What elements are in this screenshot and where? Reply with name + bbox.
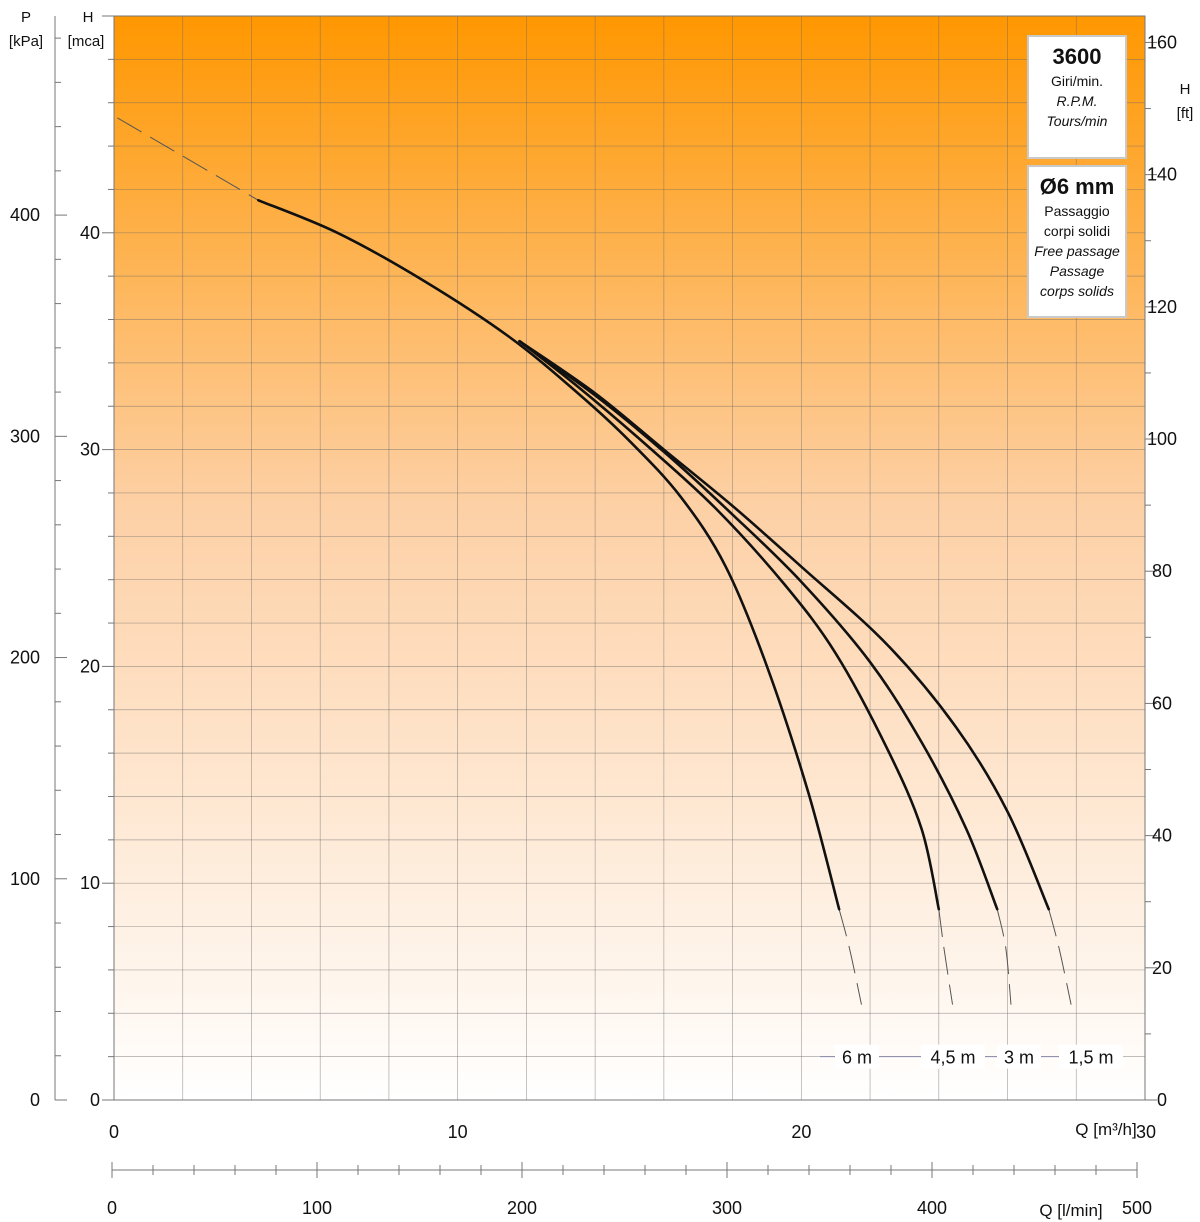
curves: [117, 117, 1122, 1058]
x-tick-label: 30: [1136, 1122, 1156, 1142]
passage-line-2: corpi solidi: [1043, 223, 1111, 239]
series-label-bg: [997, 1044, 1041, 1069]
x-tick-label: 0: [109, 1122, 119, 1142]
ft-tick-label: 0: [1157, 1090, 1167, 1110]
ft-tick-label: 160: [1147, 32, 1177, 52]
curve-extension-dashed: [117, 117, 259, 201]
mca-tick-label: 20: [80, 656, 100, 676]
mca-tick-label: 30: [80, 440, 100, 460]
ft-axis-unit: [ft]: [1177, 105, 1194, 122]
passage-info-box: Ø6 mm Passaggio corpi solidi Free passag…: [1027, 165, 1127, 318]
lmin-tick-label: 500: [1122, 1198, 1152, 1218]
mca-tick-label: 0: [90, 1090, 100, 1110]
curve-extension-dashed: [838, 909, 862, 1005]
plot-background: [114, 16, 1145, 1100]
series-label: 3 m: [1004, 1048, 1034, 1068]
curve-4-5-m-line: [518, 339, 941, 911]
ft-tick-label: 100: [1147, 429, 1177, 449]
ft-tick-label: 40: [1152, 826, 1172, 846]
ft-tick-label: 60: [1152, 693, 1172, 713]
kpa-tick-label: 300: [10, 426, 40, 446]
lmin-tick-label: 0: [107, 1198, 117, 1218]
speed-info-box: 3600 Giri/min. R.P.M. Tours/min: [1027, 35, 1127, 159]
series-label-bg: [835, 1044, 879, 1069]
passage-line-3: Free passage: [1034, 243, 1120, 259]
curve-3-m-line: [518, 339, 999, 911]
x-tick-label: 10: [448, 1122, 468, 1142]
ft-axis-title: H: [1180, 81, 1191, 98]
series-label: 1,5 m: [1068, 1048, 1113, 1068]
series-label: 6 m: [842, 1048, 872, 1068]
lmin-tick-label: 200: [507, 1198, 537, 1218]
ft-tick-label: 120: [1147, 297, 1177, 317]
lmin-tick-label: 100: [302, 1198, 332, 1218]
speed-line-3: Tours/min: [1046, 113, 1108, 129]
kpa-tick-label: 0: [30, 1090, 40, 1110]
mca-axis-unit: [mca]: [68, 33, 105, 50]
kpa-tick-label: 100: [10, 869, 40, 889]
x-tick-label: 20: [791, 1122, 811, 1142]
series-label: 4,5 m: [930, 1048, 975, 1068]
mca-tick-label: 10: [80, 873, 100, 893]
kpa-axis-title: P: [21, 9, 31, 26]
x-axis-title: Q [m³/h]: [1075, 1120, 1136, 1139]
speed-line-2: R.P.M.: [1056, 93, 1098, 109]
kpa-axis-unit: [kPa]: [9, 33, 43, 50]
lmin-tick-label: 400: [917, 1198, 947, 1218]
ft-tick-label: 80: [1152, 561, 1172, 581]
speed-value: 3600: [1052, 44, 1102, 69]
mca-axis-title: H: [83, 9, 94, 26]
kpa-tick-label: 200: [10, 648, 40, 668]
lmin-axis-title: Q [l/min]: [1039, 1201, 1102, 1220]
passage-line-1: Passaggio: [1044, 203, 1110, 219]
grid: [113, 15, 1146, 1101]
passage-line-5: corps solids: [1040, 283, 1114, 299]
lmin-tick-label: 300: [712, 1198, 742, 1218]
speed-line-1: Giri/min.: [1050, 73, 1104, 89]
passage-value: Ø6 mm: [1039, 174, 1115, 199]
series-label-bg: [1059, 1044, 1123, 1069]
ft-tick-label: 20: [1152, 958, 1172, 978]
kpa-tick-label: 400: [10, 205, 40, 225]
curve-extension-dashed: [938, 909, 954, 1005]
curve-6-m-line: [257, 198, 841, 911]
passage-line-4: Passage: [1049, 263, 1105, 279]
curve-extension-dashed: [996, 909, 1012, 1005]
axes: [54, 15, 1157, 1178]
series-label-bg: [921, 1044, 985, 1069]
labels: 0100200300400P[kPa]010203040H[mca]020406…: [9, 9, 1193, 1220]
ft-tick-label: 140: [1147, 165, 1177, 185]
curve-1-5-m-line: [518, 339, 1051, 911]
curve-extension-dashed: [1048, 909, 1072, 1005]
mca-tick-label: 40: [80, 223, 100, 243]
